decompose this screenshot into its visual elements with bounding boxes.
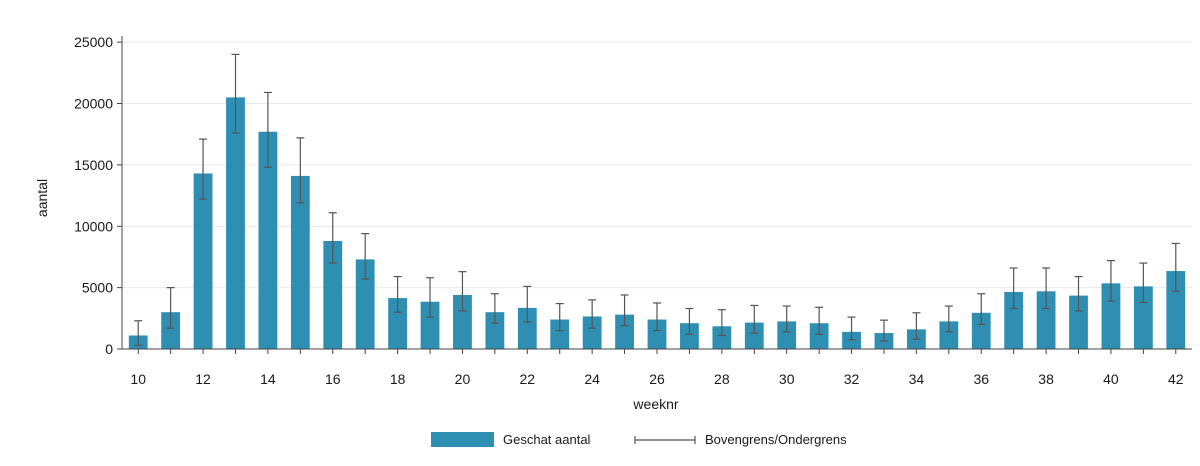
- bar-week-30: [777, 321, 797, 349]
- error-bar-week-34: [912, 312, 921, 340]
- x-tick-label: 22: [520, 371, 536, 387]
- bar-week-16: [323, 240, 343, 349]
- bar-week-25: [615, 314, 634, 349]
- error-bar-week-28: [717, 309, 726, 337]
- error-bar-week-16: [328, 212, 337, 264]
- error-bar-week-15: [296, 137, 305, 204]
- bar-week-29: [744, 322, 764, 349]
- x-axis-title: weeknr: [632, 396, 678, 412]
- bar-week-23: [550, 319, 570, 349]
- x-tick-label: 20: [455, 371, 471, 387]
- bar-week-42: [1166, 271, 1186, 349]
- bar-week-24: [582, 316, 602, 349]
- error-bar-week-13: [231, 53, 240, 134]
- bar-week-13: [226, 97, 245, 349]
- error-bar-week-14: [263, 91, 272, 168]
- error-bar-week-40: [1106, 260, 1115, 302]
- bar-week-32: [842, 331, 861, 349]
- bar-week-26: [647, 319, 667, 349]
- x-tick-label: 36: [973, 371, 989, 387]
- error-bar-week-30: [782, 305, 791, 333]
- error-bar-week-19: [426, 277, 435, 318]
- bar-week-40: [1101, 283, 1121, 349]
- y-axis-title: aantal: [34, 179, 50, 217]
- bar-week-41: [1133, 286, 1153, 349]
- error-bar-week-37: [1009, 267, 1018, 310]
- error-bar-week-12: [199, 138, 208, 200]
- bar-week-18: [388, 298, 408, 349]
- bar-week-27: [680, 323, 699, 349]
- error-bar-week-21: [490, 293, 499, 324]
- x-tick-label: 40: [1103, 371, 1119, 387]
- bar-week-37: [1004, 291, 1024, 349]
- x-tick-label: 38: [1038, 371, 1054, 387]
- error-bar-week-22: [523, 285, 532, 323]
- bar-week-11: [161, 312, 181, 349]
- bar-week-35: [939, 321, 959, 349]
- x-tick-label: 28: [714, 371, 730, 387]
- error-bar-week-38: [1042, 267, 1051, 310]
- bar-week-36: [971, 312, 991, 349]
- error-bar-week-39: [1074, 275, 1083, 312]
- error-bar-week-20: [458, 271, 467, 312]
- bar-week-31: [809, 323, 829, 349]
- x-tick-label: 32: [844, 371, 860, 387]
- error-bar-week-31: [815, 306, 824, 335]
- bar-layer: [128, 97, 1186, 349]
- error-bar-week-33: [879, 319, 888, 342]
- error-bar-week-27: [685, 307, 694, 335]
- x-tick-label: 12: [195, 371, 211, 387]
- x-tick-label: 18: [390, 371, 406, 387]
- bar-week-19: [420, 301, 440, 349]
- bar-week-22: [517, 307, 537, 349]
- error-bar-week-35: [944, 305, 953, 333]
- x-tick-label: 10: [130, 371, 146, 387]
- x-tick-label: 30: [779, 371, 795, 387]
- bar-week-21: [485, 312, 505, 349]
- legend-label-geschat-aantal: Geschat aantal: [503, 432, 591, 447]
- error-bar-week-23: [555, 302, 564, 332]
- error-bar-week-11: [166, 287, 175, 329]
- bar-week-38: [1036, 291, 1056, 349]
- y-tick-label: 20000: [74, 96, 113, 112]
- y-tick-label: 15000: [74, 157, 113, 173]
- bar-week-15: [290, 175, 310, 349]
- y-tick-label: 25000: [74, 34, 113, 50]
- x-tick-label: 26: [649, 371, 665, 387]
- error-bar-week-24: [588, 299, 597, 329]
- error-bar-week-29: [750, 304, 759, 334]
- error-bar-week-10: [134, 320, 143, 346]
- bar-week-17: [355, 259, 375, 349]
- error-bar-week-17: [361, 233, 370, 280]
- y-tick-label: 0: [105, 341, 113, 357]
- bar-week-20: [453, 294, 472, 349]
- x-tick-label: 16: [325, 371, 341, 387]
- error-bar-week-42: [1171, 242, 1180, 292]
- error-bar-week-41: [1139, 262, 1148, 303]
- grid-layer: [122, 41, 1192, 289]
- error-bar-week-26: [653, 302, 661, 332]
- legend-swatch-geschat-aantal: [431, 432, 494, 447]
- x-tick-label: 42: [1168, 371, 1184, 387]
- bar-week-28: [712, 326, 732, 349]
- x-tick-label: 14: [260, 371, 276, 387]
- legend: Geschat aantal Bovengrens/Ondergrens: [431, 432, 847, 447]
- bar-week-14: [258, 131, 278, 349]
- y-tick-label: 10000: [74, 218, 113, 234]
- error-bar-layer: [134, 53, 1180, 346]
- axis-layer: 0 5000 10000 15000 20000 25000 10 12 14 16 18 20 22 2…: [74, 34, 1192, 387]
- x-tick-label: 24: [584, 371, 600, 387]
- error-bar-week-18: [393, 275, 402, 313]
- x-tick-label: 34: [909, 371, 925, 387]
- bar-week-12: [193, 173, 213, 349]
- y-tick-label: 5000: [82, 280, 113, 296]
- legend-label-bovengrens-ondergrens: Bovengrens/Ondergrens: [705, 432, 847, 447]
- error-bar-week-25: [620, 294, 629, 327]
- error-bar-week-36: [977, 293, 986, 326]
- error-bar-week-32: [847, 316, 856, 341]
- bar-week-39: [1069, 295, 1088, 349]
